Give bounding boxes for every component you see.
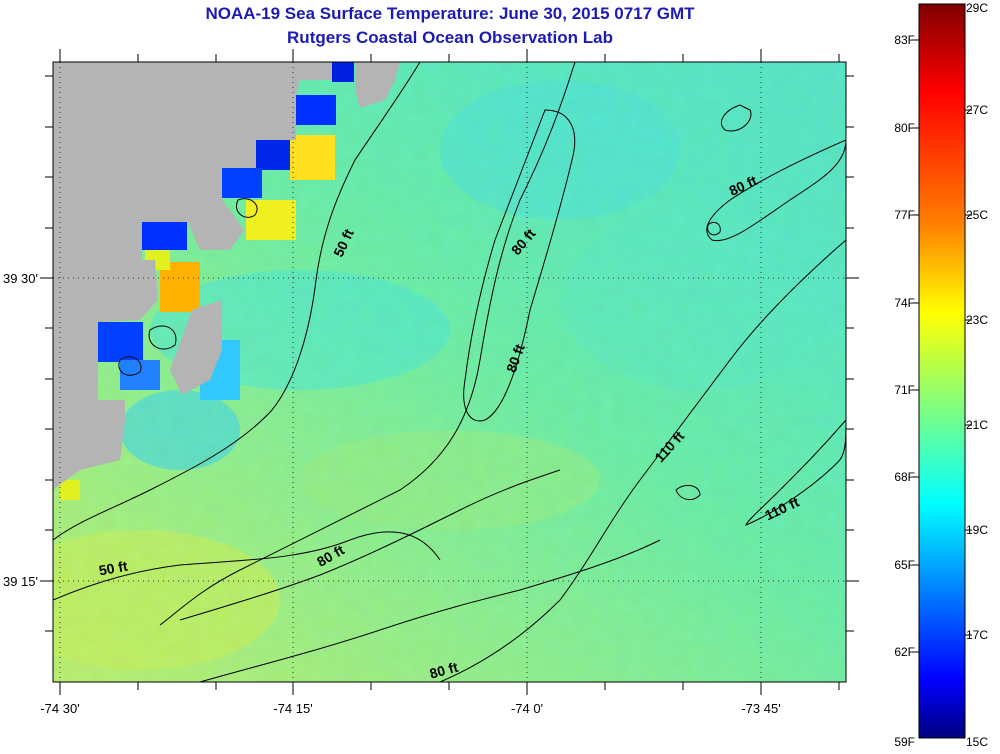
colorbar-c-label: 21C (966, 418, 988, 432)
lon-label: -74 30' (40, 701, 79, 716)
coastal-upwelling (53, 62, 354, 500)
contour-80ft-main (159, 62, 576, 626)
colorbar-scale (918, 3, 966, 739)
colorbar-c-label: 27C (966, 103, 988, 117)
contour-coast-1 (236, 198, 258, 218)
colorbar-f-label: 74F (894, 296, 915, 310)
land-cape (170, 300, 222, 395)
contour-110ft-east (745, 419, 846, 526)
colorbar-c-label: 23C (966, 313, 988, 327)
colorbar-f-label: 68F (894, 470, 915, 484)
land-mass (53, 62, 332, 490)
contour-label-80ft: 80 ft (428, 659, 460, 682)
colorbar: 83F 80F 77F 74F 71F 68F 65F 62F 59F 29C … (894, 1, 988, 749)
contour-south-2 (199, 539, 661, 682)
colorbar-f-label: 80F (894, 121, 915, 135)
colorbar-f-label: 77F (894, 208, 915, 222)
colorbar-c-label: 29C (966, 1, 988, 15)
colorbar-c-label: 17C (966, 628, 988, 642)
contour-80ft-ne (720, 104, 752, 132)
colorbar-c-label: 15C (966, 735, 988, 749)
axis-ticks (40, 49, 859, 695)
lat-label: 39 30' (3, 271, 38, 286)
depth-contours (53, 62, 846, 682)
contour-label-50ft: 50 ft (98, 558, 129, 579)
colorbar-c-label: 19C (966, 523, 988, 537)
contour-50ft-north (53, 62, 421, 541)
contour-pocket-1 (675, 484, 701, 501)
colorbar-f-label: 71F (894, 383, 915, 397)
contour-coast-3 (118, 356, 142, 376)
colorbar-f-label: 62F (894, 645, 915, 659)
latitude-labels: 39 30' 39 15' (3, 271, 38, 589)
colorbar-f-label: 65F (894, 558, 915, 572)
colorbar-f-label: 59F (894, 735, 915, 749)
lon-label: -74 0' (511, 701, 543, 716)
contour-110ft (439, 239, 846, 682)
lon-label: -74 15' (273, 701, 312, 716)
colorbar-f-label: 83F (894, 33, 915, 47)
map-subtitle: Rutgers Coastal Ocean Observation Lab (287, 28, 613, 47)
contour-coast-2 (148, 325, 177, 350)
contour-south (53, 531, 441, 601)
contour-80ft-ridge (463, 109, 576, 422)
gridlines (53, 62, 846, 682)
colorbar-c-label: 25C (966, 208, 988, 222)
contour-pocket-2 (707, 221, 721, 236)
longitude-labels: -74 30' -74 15' -74 0' -73 45' (40, 701, 780, 716)
lat-label: 39 15' (3, 574, 38, 589)
land-peninsula (355, 62, 400, 108)
map-title: NOAA-19 Sea Surface Temperature: June 30… (205, 4, 695, 23)
contour-80ft-east (706, 139, 846, 242)
contour-80ft-sw (179, 469, 561, 621)
lon-label: -73 45' (741, 701, 780, 716)
